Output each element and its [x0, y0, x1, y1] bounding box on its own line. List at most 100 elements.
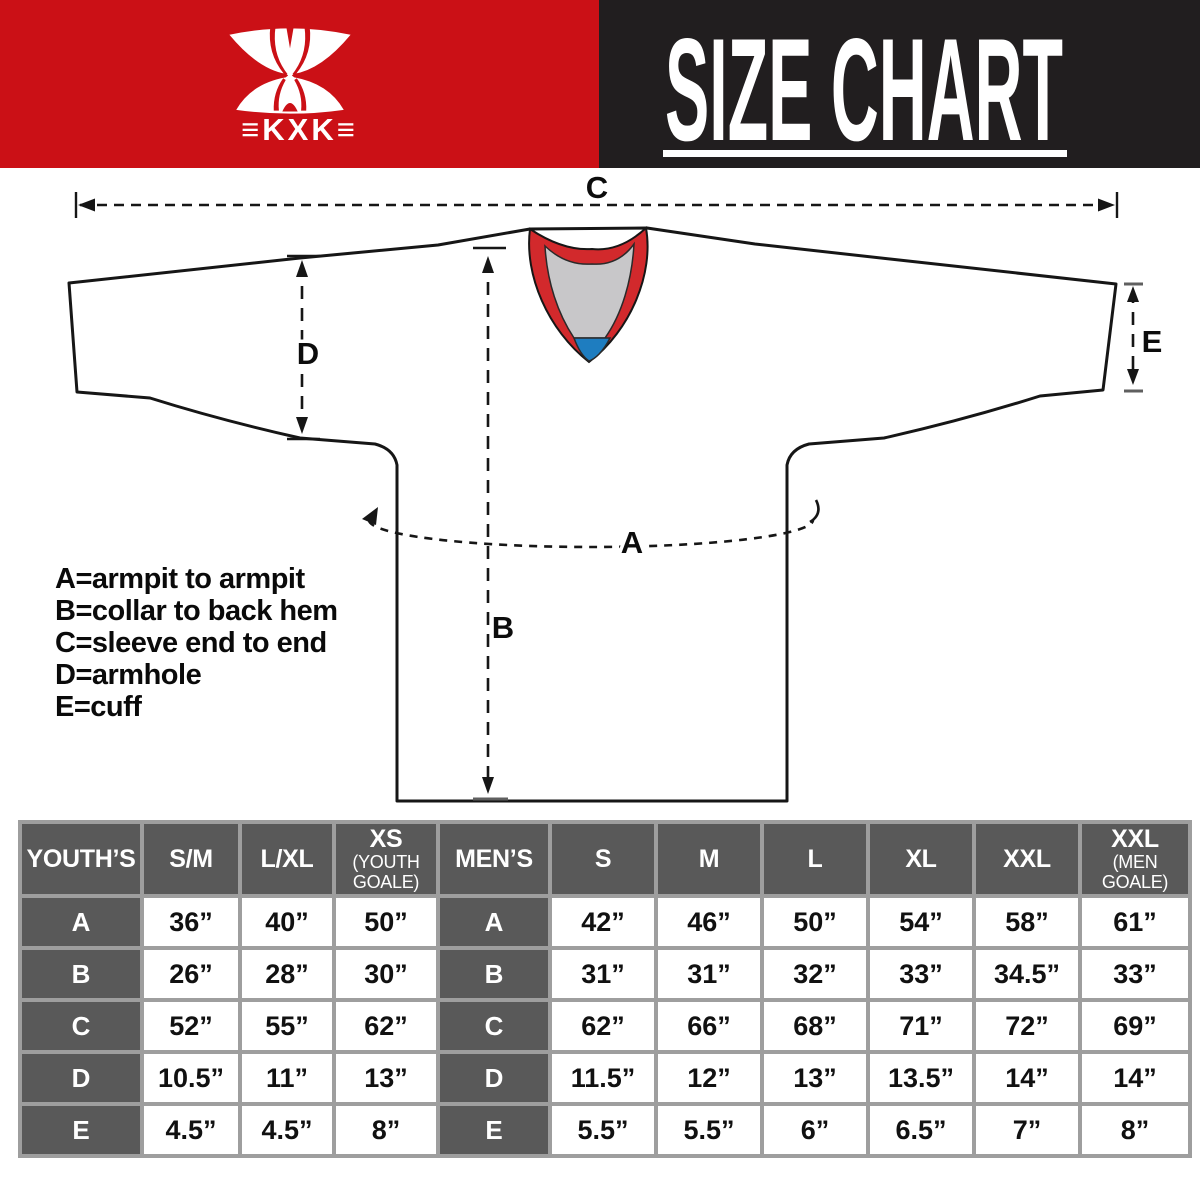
cell-value: 30”: [336, 950, 436, 998]
dimension-b: B: [473, 246, 518, 801]
dim-label-e: E: [1142, 324, 1163, 359]
cell-value: 6”: [764, 1106, 866, 1154]
cell-value: 5.5”: [552, 1106, 654, 1154]
cell-value: 34.5”: [976, 950, 1078, 998]
cell-value: 4.5”: [242, 1106, 332, 1154]
cell-value: 55”: [242, 1002, 332, 1050]
men-col-l: L: [764, 824, 866, 894]
cell-value: 36”: [144, 898, 238, 946]
cell-value: 66”: [658, 1002, 760, 1050]
cell-value: 31”: [658, 950, 760, 998]
dim-label-c: C: [586, 170, 608, 205]
measurement-legend: A=armpit to armpit B=collar to back hem …: [55, 563, 338, 723]
cell-value: 12”: [658, 1054, 760, 1102]
men-col-m: M: [658, 824, 760, 894]
legend-line-e: E=cuff: [55, 691, 142, 723]
table-row-c: C 52” 55” 62” C 62” 66” 68” 71” 72” 69”: [22, 1002, 1188, 1050]
title-bar: SIZE CHART: [599, 0, 1200, 168]
youth-col-goalie: XS (YOUTH GOALE): [336, 824, 436, 894]
row-label: C: [440, 1002, 548, 1050]
cell-value: 14”: [1082, 1054, 1188, 1102]
men-goalie-note-2: GOALE): [1101, 872, 1169, 892]
dimension-e: E: [1124, 282, 1166, 393]
cell-value: 13”: [764, 1054, 866, 1102]
men-goalie-size: XXL: [1111, 825, 1159, 853]
men-goalie-note-1: (MEN: [1112, 852, 1158, 872]
row-label: E: [22, 1106, 140, 1154]
men-col-goalie: XXL (MEN GOALE): [1082, 824, 1188, 894]
table-row-d: D 10.5” 11” 13” D 11.5” 12” 13” 13.5” 14…: [22, 1054, 1188, 1102]
men-col-xxl: XXL: [976, 824, 1078, 894]
cell-value: 26”: [144, 950, 238, 998]
men-section-header: MEN’S: [440, 824, 548, 894]
cell-value: 11”: [242, 1054, 332, 1102]
dimension-c: C: [74, 168, 1119, 218]
row-label: C: [22, 1002, 140, 1050]
cell-value: 72”: [976, 1002, 1078, 1050]
table-header-row: YOUTH’S S/M L/XL XS (YOUTH GOALE) MEN’S …: [22, 824, 1188, 894]
cell-value: 13.5”: [870, 1054, 972, 1102]
cell-value: 5.5”: [658, 1106, 760, 1154]
row-label: D: [440, 1054, 548, 1102]
size-table: YOUTH’S S/M L/XL XS (YOUTH GOALE) MEN’S …: [18, 820, 1192, 1158]
cell-value: 68”: [764, 1002, 866, 1050]
cell-value: 69”: [1082, 1002, 1188, 1050]
row-label: A: [440, 898, 548, 946]
legend-line-d: D=armhole: [55, 659, 202, 691]
cell-value: 50”: [336, 898, 436, 946]
brand-logo-text: ≡KXK≡: [241, 112, 358, 147]
youth-col-lxl: L/XL: [242, 824, 332, 894]
jersey-neck-opening: [544, 241, 635, 339]
cell-value: 46”: [658, 898, 760, 946]
men-col-s: S: [552, 824, 654, 894]
youth-goalie-size: XS: [369, 825, 403, 853]
youth-col-sm: S/M: [144, 824, 238, 894]
table-row-b: B 26” 28” 30” B 31” 31” 32” 33” 34.5” 33…: [22, 950, 1188, 998]
cell-value: 11.5”: [552, 1054, 654, 1102]
dimension-d: D: [287, 254, 323, 441]
cell-value: 61”: [1082, 898, 1188, 946]
cell-value: 50”: [764, 898, 866, 946]
legend-line-c: C=sleeve end to end: [55, 627, 327, 659]
cell-value: 28”: [242, 950, 332, 998]
cell-value: 33”: [870, 950, 972, 998]
row-label: E: [440, 1106, 548, 1154]
jersey-collar-insert: [572, 337, 612, 362]
cell-value: 54”: [870, 898, 972, 946]
row-label: D: [22, 1054, 140, 1102]
cell-value: 52”: [144, 1002, 238, 1050]
jersey-outline: [67, 226, 1118, 803]
kxk-logo-icon: [229, 23, 351, 114]
cell-value: 71”: [870, 1002, 972, 1050]
youth-section-header: YOUTH’S: [22, 824, 140, 894]
cell-value: 58”: [976, 898, 1078, 946]
cell-value: 8”: [336, 1106, 436, 1154]
cell-value: 10.5”: [144, 1054, 238, 1102]
table-row-e: E 4.5” 4.5” 8” E 5.5” 5.5” 6” 6.5” 7” 8”: [22, 1106, 1188, 1154]
cell-value: 32”: [764, 950, 866, 998]
cell-value: 62”: [336, 1002, 436, 1050]
jersey-measurement-diagram: C D B E: [55, 168, 1166, 803]
page-title: SIZE CHART: [665, 8, 1063, 168]
youth-goalie-note-2: GOALE): [352, 872, 420, 892]
youth-goalie-note-1: (YOUTH: [352, 852, 420, 872]
cell-value: 14”: [976, 1054, 1078, 1102]
cell-value: 6.5”: [870, 1106, 972, 1154]
row-label: B: [440, 950, 548, 998]
cell-value: 40”: [242, 898, 332, 946]
dim-label-a: A: [621, 525, 643, 560]
legend-line-a: A=armpit to armpit: [55, 563, 305, 595]
legend-line-b: B=collar to back hem: [55, 595, 338, 627]
cell-value: 31”: [552, 950, 654, 998]
cell-value: 7”: [976, 1106, 1078, 1154]
cell-value: 13”: [336, 1054, 436, 1102]
dim-label-d: D: [297, 336, 319, 371]
cell-value: 8”: [1082, 1106, 1188, 1154]
dimension-a: A: [362, 499, 820, 564]
brand-header-red-panel: ≡KXK≡: [0, 0, 599, 168]
row-label: A: [22, 898, 140, 946]
row-label: B: [22, 950, 140, 998]
cell-value: 4.5”: [144, 1106, 238, 1154]
title-underline: [663, 150, 1067, 157]
cell-value: 62”: [552, 1002, 654, 1050]
